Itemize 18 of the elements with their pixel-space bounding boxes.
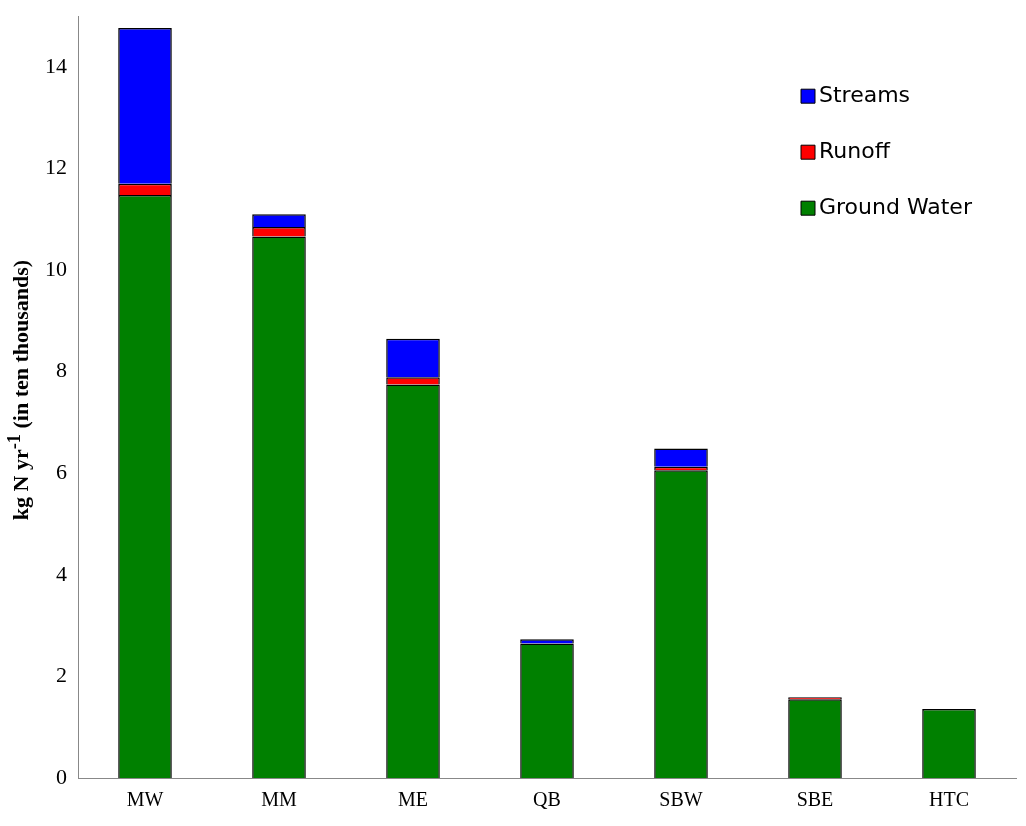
x-tick-label: QB <box>533 788 561 811</box>
legend-label: Ground Water <box>819 193 973 219</box>
y-tick-label: 2 <box>56 662 67 688</box>
x-tick-label: MM <box>261 788 297 811</box>
legend-label: Runoff <box>819 137 891 163</box>
legend-label: Streams <box>819 81 911 107</box>
y-tick-label: 0 <box>56 763 67 789</box>
y-tick-label: 4 <box>56 560 67 586</box>
x-tick-label: SBW <box>659 788 703 811</box>
x-tick-label: HTC <box>929 788 969 811</box>
y-tick-label: 6 <box>56 459 67 485</box>
x-tick-label: MW <box>126 788 164 811</box>
y-tick-label: 8 <box>56 357 67 383</box>
x-tick-label: SBE <box>796 788 834 811</box>
y-tick-label: 10 <box>45 255 67 281</box>
y-tick-label: 12 <box>45 154 67 180</box>
y-tick-label: 14 <box>45 52 67 78</box>
x-tick-label: ME <box>398 788 428 811</box>
